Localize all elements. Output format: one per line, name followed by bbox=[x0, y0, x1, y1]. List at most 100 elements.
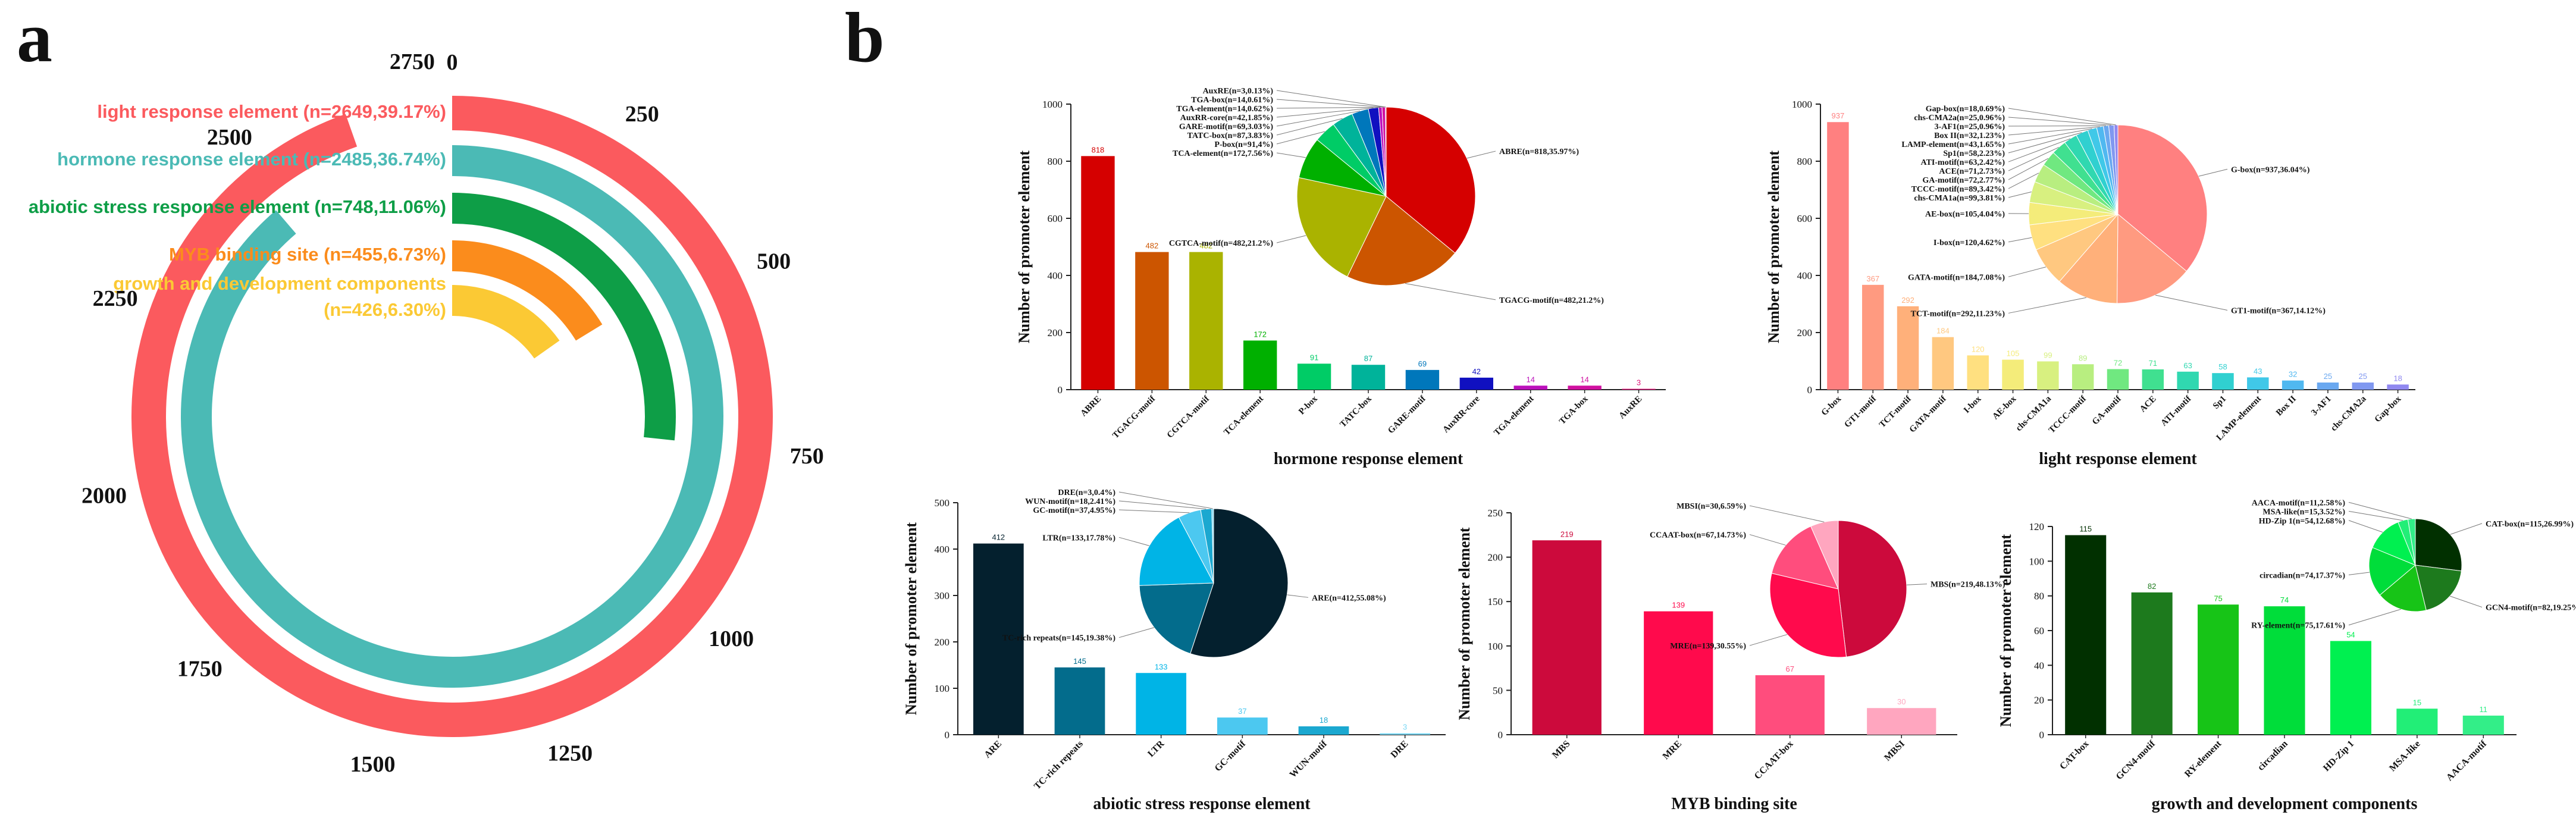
x-tick-label: CCAAT-box bbox=[1753, 739, 1795, 782]
bar bbox=[1351, 365, 1386, 390]
bar bbox=[1217, 717, 1268, 735]
pie-leader-line bbox=[1276, 99, 1384, 108]
bar bbox=[1459, 377, 1493, 390]
bar-value-label: 145 bbox=[1073, 657, 1086, 666]
abiotic-bar-chart: 0 100 200 300 400 500 412 ARE 145 TC-rich repeats… bbox=[902, 488, 1446, 813]
y-axis-label: Number of promoter element bbox=[1765, 151, 1782, 344]
bar bbox=[1405, 369, 1440, 390]
x-tick-label: RY-element bbox=[2183, 738, 2224, 779]
bar bbox=[2107, 369, 2129, 390]
y-tick-label: 400 bbox=[1797, 270, 1813, 281]
pie-slice-label: ACE(n=71,2.73%) bbox=[1939, 167, 2005, 176]
pie-slice-label: MSA-like(n=15,3.52%) bbox=[2262, 507, 2345, 516]
y-tick-label: 400 bbox=[1048, 270, 1063, 281]
light-pie: G-box(n=937,36.04%) GT1-motif(n=367,14.12… bbox=[1901, 105, 2326, 318]
pie-leader-line bbox=[1118, 509, 1190, 513]
x-tick-label: GATA-motif bbox=[1908, 394, 1949, 435]
bar-value-label: 11 bbox=[2480, 705, 2488, 714]
pie-leader-line bbox=[2008, 237, 2032, 243]
pie-slice-label: CGTCA-motif(n=482,21.2%) bbox=[1169, 239, 1274, 248]
bar-value-label: 184 bbox=[1936, 327, 1950, 336]
y-axis-label: Number of promoter element bbox=[1016, 151, 1033, 344]
pie-slice-label: ARE(n=412,55.08%) bbox=[1312, 594, 1386, 603]
pie-leader-line bbox=[2008, 117, 2111, 126]
y-tick-label: 100 bbox=[2029, 556, 2045, 567]
pie-leader-line bbox=[2008, 267, 2047, 277]
pie-slice-label: TGA-box(n=14,0.61%) bbox=[1191, 96, 1273, 105]
radial-tick-label: 2500 bbox=[207, 125, 252, 150]
bar bbox=[2131, 592, 2173, 735]
y-tick-label: 0 bbox=[1807, 384, 1813, 396]
y-tick-label: 1000 bbox=[1042, 99, 1063, 110]
y-tick-label: 800 bbox=[1797, 156, 1813, 167]
hormone-bar-chart: 0 200 400 600 800 1000 818 ABRE 482 TGACG-motif 48… bbox=[1016, 87, 1666, 468]
pie-slice-label: GA-motif(n=72,2.77%) bbox=[1922, 176, 2005, 185]
bar bbox=[2002, 359, 2024, 390]
bar-value-label: 72 bbox=[2114, 358, 2122, 367]
pie-leader-line bbox=[1118, 500, 1206, 510]
pie-leader-line bbox=[1276, 108, 1374, 118]
bar-value-label: 120 bbox=[1972, 344, 1985, 353]
bar-value-label: 18 bbox=[1320, 716, 1328, 725]
pie-leader-line bbox=[2008, 138, 2071, 162]
chart-title: growth and development components bbox=[2152, 795, 2418, 813]
pie-leader-line bbox=[2008, 192, 2032, 198]
y-axis-label: Number of promoter element bbox=[1997, 534, 2014, 728]
y-tick-label: 800 bbox=[1048, 156, 1063, 167]
y-tick-label: 1000 bbox=[1792, 99, 1812, 110]
y-tick-label: 40 bbox=[2034, 660, 2044, 671]
x-tick-label: GARE-motif bbox=[1386, 394, 1428, 435]
y-tick-label: 200 bbox=[1048, 327, 1063, 338]
x-tick-label: AE-box bbox=[1991, 394, 2018, 421]
bar bbox=[2352, 383, 2374, 390]
bar bbox=[1135, 252, 1169, 390]
y-tick-label: 0 bbox=[1498, 729, 1503, 741]
bar bbox=[1380, 733, 1431, 735]
pie-slice bbox=[1769, 573, 1847, 658]
radial-tick-label: 750 bbox=[790, 444, 824, 469]
bar-value-label: 43 bbox=[2254, 366, 2262, 375]
bar bbox=[2177, 371, 2199, 390]
bar-value-label: 30 bbox=[1897, 697, 1906, 706]
x-tick-label: AuxRE bbox=[1617, 394, 1644, 421]
pie-leader-line bbox=[1118, 491, 1213, 509]
bar bbox=[2387, 384, 2409, 390]
x-tick-label: TCA-element bbox=[1222, 394, 1265, 438]
bar bbox=[2330, 641, 2371, 735]
x-tick-label: TC-rich repeats bbox=[1032, 739, 1085, 792]
bar-value-label: 82 bbox=[2148, 582, 2156, 591]
x-tick-label: TGA-element bbox=[1492, 394, 1535, 438]
x-tick-label: AuxRR-core bbox=[1441, 394, 1482, 435]
pie-slice-label: TGACG-motif(n=482,21.2%) bbox=[1499, 296, 1604, 305]
radial-bar-label-line2: (n=426,6.30%) bbox=[324, 299, 446, 320]
x-tick-label: LTR bbox=[1146, 738, 1167, 759]
pie-slice-label: MBS(n=219,48.13%) bbox=[1931, 581, 2005, 590]
pie-slice-label: P-box(n=91,4%) bbox=[1214, 140, 1273, 149]
growth-bar-chart: 0 20 40 60 80 100 120 115 CAT-box 82 GCN4-motif 75 R… bbox=[1997, 499, 2576, 813]
panel-a-label: a bbox=[17, 0, 52, 77]
pie-slice bbox=[2415, 518, 2462, 572]
bar bbox=[973, 543, 1024, 735]
x-tick-label: ATI-motif bbox=[2159, 394, 2193, 428]
panel-b-label: b bbox=[845, 0, 885, 77]
radial-bar-label: hormone response element (n=2485,36.74%) bbox=[57, 149, 446, 170]
bar-value-label: 87 bbox=[1364, 354, 1372, 363]
x-tick-label: 3-AF1 bbox=[2309, 394, 2333, 418]
bar bbox=[1136, 673, 1187, 735]
x-tick-label: TGACG-motif bbox=[1111, 394, 1158, 441]
pie-slice-label: DRE(n=3,0.4%) bbox=[1058, 488, 1115, 497]
bar bbox=[1622, 388, 1656, 390]
y-axis-label: Number of promoter element bbox=[1456, 527, 1473, 720]
bar-value-label: 482 bbox=[1199, 242, 1212, 250]
pie-slice-label: TATC-box(n=87,3.83%) bbox=[1187, 131, 1274, 140]
bar bbox=[2247, 377, 2269, 390]
radial-tick-label: 2000 bbox=[82, 484, 127, 509]
pie-leader-line bbox=[1276, 131, 1325, 145]
y-tick-label: 200 bbox=[1488, 552, 1503, 563]
pie-slice-label: circadian(n=74,17.37%) bbox=[2260, 571, 2345, 580]
x-tick-label: ARE bbox=[982, 739, 1004, 760]
abiotic-pie: ARE(n=412,55.08%) DRE(n=3,0.4%)WUN-motif(… bbox=[1002, 488, 1386, 658]
bar-value-label: 63 bbox=[2183, 361, 2192, 370]
bar bbox=[1755, 675, 1825, 735]
pie-slice-label: HD-Zip 1(n=54,12.68%) bbox=[2259, 517, 2346, 526]
